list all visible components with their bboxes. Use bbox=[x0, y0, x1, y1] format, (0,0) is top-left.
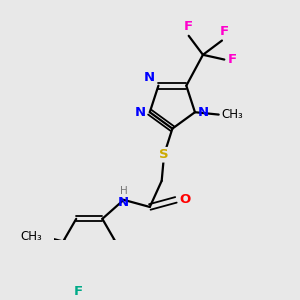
Text: N: N bbox=[135, 106, 146, 119]
Text: N: N bbox=[118, 196, 129, 209]
Text: F: F bbox=[228, 53, 237, 66]
Text: S: S bbox=[159, 148, 169, 161]
Text: O: O bbox=[179, 193, 191, 206]
Text: N: N bbox=[197, 106, 208, 119]
Text: F: F bbox=[184, 20, 193, 33]
Text: H: H bbox=[120, 186, 128, 196]
Text: CH₃: CH₃ bbox=[221, 108, 243, 121]
Text: N: N bbox=[144, 71, 155, 85]
Text: CH₃: CH₃ bbox=[20, 230, 42, 243]
Text: F: F bbox=[74, 285, 83, 298]
Text: F: F bbox=[220, 25, 229, 38]
